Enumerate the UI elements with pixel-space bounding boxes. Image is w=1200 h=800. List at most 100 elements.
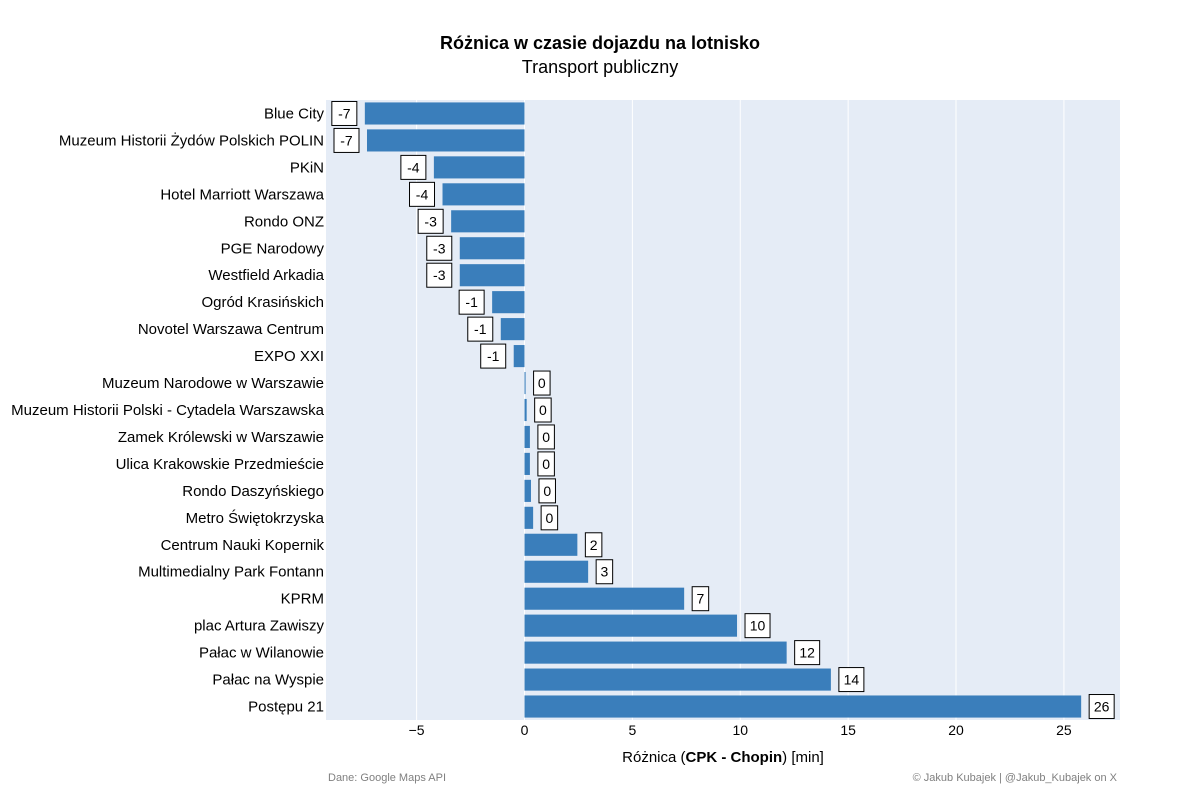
chart-subtitle: Transport publiczny xyxy=(521,57,679,77)
data-label-box xyxy=(426,235,453,261)
data-label-box xyxy=(537,451,555,477)
data-label: -7 xyxy=(333,127,360,153)
category-label: Rondo Daszyńskiego xyxy=(182,483,324,500)
data-label: -7 xyxy=(331,100,358,126)
x-tick-label: 5 xyxy=(628,722,636,738)
data-label-text: 3 xyxy=(601,564,609,580)
bar xyxy=(524,533,578,556)
grid-lines xyxy=(416,100,1065,720)
data-label-box xyxy=(409,181,436,207)
data-label: 26 xyxy=(1088,694,1115,720)
data-label-box xyxy=(400,154,427,180)
data-label: 7 xyxy=(691,586,710,612)
bar xyxy=(433,156,525,179)
chart-title: Różnica w czasie dojazdu na lotnisko xyxy=(439,33,761,53)
data-label: 3 xyxy=(595,559,614,585)
data-label-box xyxy=(794,640,821,666)
bar xyxy=(524,452,530,475)
data-label-box xyxy=(467,316,494,342)
data-label: 0 xyxy=(537,424,555,450)
data-label: 10 xyxy=(744,613,771,639)
data-label: -3 xyxy=(417,208,444,234)
data-label: -1 xyxy=(458,289,485,315)
data-label-text: 7 xyxy=(697,591,705,607)
data-label-box xyxy=(595,559,614,585)
bar xyxy=(524,371,526,395)
data-label-box xyxy=(417,208,444,234)
data-label: 0 xyxy=(533,370,551,396)
data-label-text: -7 xyxy=(338,105,351,121)
data-label-text: 10 xyxy=(750,618,766,634)
data-label-box xyxy=(534,397,552,423)
category-label: Novotel Warszawa Centrum xyxy=(138,321,324,338)
data-label-text: -3 xyxy=(433,240,446,256)
data-label-text: 26 xyxy=(1094,699,1110,715)
category-label: Zamek Królewski w Warszawie xyxy=(118,429,324,446)
x-axis-title: Różnica (CPK - Chopin) [min] xyxy=(326,749,1120,766)
bar xyxy=(524,398,527,422)
bar xyxy=(451,210,525,233)
data-label: -1 xyxy=(480,343,507,369)
category-label: PGE Narodowy xyxy=(221,240,325,257)
data-label-box xyxy=(331,100,358,126)
category-label: Westfield Arkadia xyxy=(208,267,324,284)
data-label-box xyxy=(426,262,453,288)
x-axis-title-suffix: ) [min] xyxy=(782,749,824,766)
data-label-text: 2 xyxy=(590,537,598,553)
data-label: 2 xyxy=(584,532,603,558)
bar xyxy=(524,425,530,449)
data-label-text: 0 xyxy=(539,402,547,418)
category-label: Blue City xyxy=(264,105,325,122)
data-label: -3 xyxy=(426,235,453,261)
category-label: Pałac na Wyspie xyxy=(212,672,324,689)
x-tick-label: 0 xyxy=(521,722,529,738)
category-label: Muzeum Narodowe w Warszawie xyxy=(102,375,324,392)
data-label-box xyxy=(533,370,551,396)
x-tick-label: 15 xyxy=(840,722,856,738)
data-label-text: -7 xyxy=(340,132,353,148)
data-label: 0 xyxy=(540,505,559,531)
data-label: -3 xyxy=(426,262,453,288)
bar xyxy=(524,560,589,583)
category-label: plac Artura Zawiszy xyxy=(194,618,325,635)
bar xyxy=(524,668,831,691)
data-label-text: -1 xyxy=(465,294,478,310)
credit-note: © Jakub Kubajek | @Jakub_Kubajek on X xyxy=(912,772,1117,784)
data-label-box xyxy=(1088,694,1115,720)
bar xyxy=(364,102,525,125)
x-tick-label: 25 xyxy=(1056,722,1072,738)
bar xyxy=(513,345,525,368)
category-label: Rondo ONZ xyxy=(244,213,324,230)
data-label-text: -4 xyxy=(416,186,429,202)
bar xyxy=(524,479,531,502)
category-label: Ogród Krasińskich xyxy=(201,294,324,311)
category-label: PKiN xyxy=(290,159,324,176)
x-tick-label: 10 xyxy=(732,722,748,738)
data-label-box xyxy=(744,613,771,639)
bar xyxy=(524,614,738,637)
x-axis-title-bold: CPK - Chopin xyxy=(685,749,783,766)
data-label-box xyxy=(838,667,865,693)
category-label: Hotel Marriott Warszawa xyxy=(160,186,324,203)
data-label-text: -1 xyxy=(487,348,500,364)
category-label: Ulica Krakowskie Przedmieście xyxy=(116,456,324,473)
bar xyxy=(442,183,525,206)
bar xyxy=(524,506,534,529)
data-label-box xyxy=(540,505,559,531)
bar xyxy=(500,318,525,341)
category-label: Muzeum Historii Żydów Polskich POLIN xyxy=(59,131,324,149)
bar xyxy=(492,291,525,314)
category-label: Postępu 21 xyxy=(248,699,324,716)
data-label-box xyxy=(538,478,556,504)
category-label: Multimedialny Park Fontann xyxy=(138,564,324,581)
data-source-note: Dane: Google Maps API xyxy=(328,772,447,784)
data-label-box xyxy=(458,289,485,315)
category-label: EXPO XXI xyxy=(254,348,324,365)
data-label: -4 xyxy=(409,181,436,207)
category-label: Metro Świętokrzyska xyxy=(186,509,325,527)
data-label: -1 xyxy=(467,316,494,342)
data-label-text: -4 xyxy=(407,159,420,175)
data-label: 0 xyxy=(538,478,556,504)
bar xyxy=(524,641,787,664)
